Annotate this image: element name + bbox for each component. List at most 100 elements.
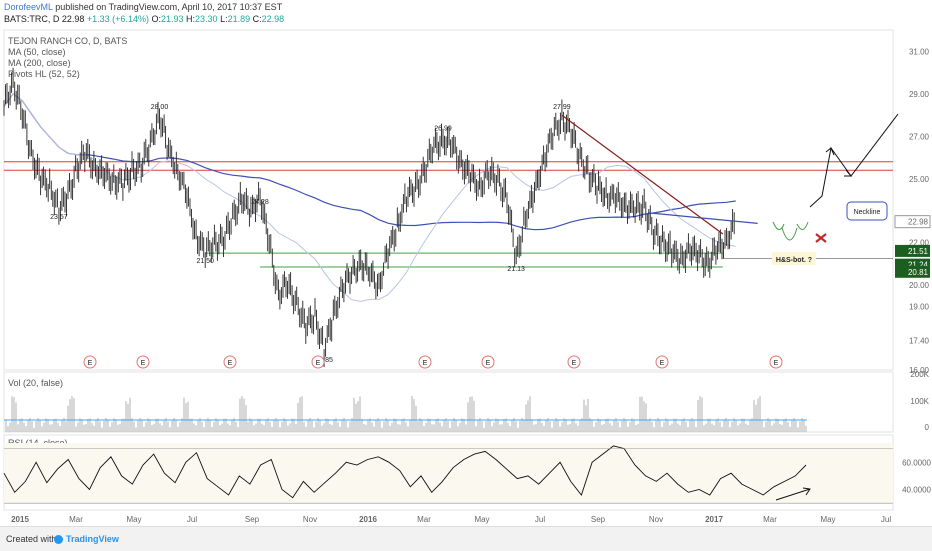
arrow-head [844, 169, 853, 177]
earnings-label: E [572, 360, 577, 367]
neckline-label: Neckline [854, 209, 881, 216]
high-value: 23.30 [195, 14, 218, 24]
price-tick: 22.00 [909, 239, 930, 248]
last-price-label: 22.98 [908, 218, 929, 227]
pivot-label: 21.13 [507, 266, 525, 273]
horizontal-levels [4, 161, 893, 268]
rsi-tick: 60.0000 [902, 458, 931, 467]
price-tick: 16.00 [909, 366, 930, 375]
pane-frames [3, 29, 894, 511]
time-tick: 2017 [705, 515, 723, 524]
last-price-tag [894, 215, 931, 229]
pivot-label: 24.28 [251, 199, 269, 206]
pivot-label: 27.99 [553, 104, 571, 111]
earnings-label: E [228, 360, 233, 367]
time-tick: Jul [535, 515, 545, 524]
time-tick: Jul [881, 515, 891, 524]
time-tick: Nov [303, 515, 317, 524]
pivots-legend[interactable]: Pivots HL (52, 52) [8, 69, 80, 79]
price-tick: 17.40 [909, 336, 930, 345]
time-tick: 2015 [11, 515, 29, 524]
ma200-legend[interactable]: MA (200, close) [8, 58, 71, 68]
earnings-icon [769, 355, 783, 369]
price-tick: 27.00 [909, 132, 930, 141]
quote-line: BATS:TRC, D 22.98 +1.33 (+6.14%) O:21.93… [4, 14, 284, 25]
pivot-label: 21.50 [196, 258, 214, 265]
pivot-label: 26.99 [434, 125, 452, 132]
price-tick: 19.00 [909, 302, 930, 311]
marker-label: 20.81 [908, 268, 929, 277]
earnings-label: E [774, 360, 779, 367]
earnings-label: E [88, 360, 93, 367]
change-value: +1.33 (+6.14%) [86, 14, 149, 24]
volume-tick: 100K [910, 397, 929, 406]
pivot-label: 28.00 [151, 104, 169, 111]
volume-tick: 0 [925, 423, 930, 432]
price-tick: 20.00 [909, 281, 930, 290]
price-chart[interactable]: Neckline H&S-bot. ? 23.57 28.00 21.50 24.28 1… [0, 0, 932, 526]
downtrend-line [561, 114, 724, 235]
earnings-label: E [486, 360, 491, 367]
earnings-icon [418, 355, 432, 369]
chart-title-legend[interactable]: TEJON RANCH CO, D, BATS [8, 36, 128, 46]
volume-tick: 200K [910, 370, 929, 379]
earnings-label: E [660, 360, 665, 367]
neckline-line [647, 212, 758, 224]
footer-bar: Created with TradingView [0, 526, 932, 551]
time-tick: Nov [649, 515, 663, 524]
marker-tag [895, 244, 930, 257]
time-tick: May [474, 515, 489, 524]
arrow-head [825, 147, 835, 156]
earnings-icon [223, 355, 237, 369]
neckline-box [846, 201, 888, 221]
rsi-series [3, 445, 893, 504]
symbol-label: BATS:TRC, D [4, 14, 60, 24]
time-tick: Mar [417, 515, 431, 524]
tradingview-icon [54, 535, 63, 545]
tradingview-brand: TradingView [66, 534, 119, 544]
ma50-legend[interactable]: MA (50, close) [8, 47, 66, 57]
author-link[interactable]: DorofeevML [4, 2, 53, 12]
low-value: 21.89 [227, 14, 251, 24]
earnings-icon [311, 355, 325, 369]
time-tick: Sep [591, 515, 606, 524]
published-text: published on TradingView.com, April 10, … [55, 2, 283, 12]
earnings-icon [655, 355, 669, 369]
pane-frame [3, 29, 894, 371]
tradingview-logo[interactable]: TradingView [54, 527, 119, 551]
closing-value: 22.98 [261, 14, 285, 24]
earnings-icon [136, 355, 150, 369]
close-value: 22.98 [61, 14, 85, 24]
marker-label: 21.24 [908, 261, 929, 270]
pivot-label: 23.57 [50, 214, 68, 221]
hs-shoulders [772, 221, 809, 241]
low-label: L: [220, 14, 228, 24]
marker-tag [895, 265, 930, 278]
volume-bars [4, 396, 807, 432]
time-tick: May [820, 515, 835, 524]
pattern-box [772, 252, 816, 265]
axes: 31.0029.0027.0025.0022.0021.0020.0019.00… [11, 47, 931, 524]
publish-header: DorofeevML published on TradingView.com,… [4, 2, 282, 13]
earnings-label: E [423, 360, 428, 367]
time-tick: Mar [69, 515, 83, 524]
pattern-label: H&S-bot. ? [776, 257, 812, 264]
invalidation-x-icon [815, 233, 827, 243]
open-value: 21.93 [160, 14, 184, 24]
chart-drawings: Neckline H&S-bot. ? [561, 113, 899, 265]
open-label: O: [151, 14, 161, 24]
time-tick: 2016 [359, 515, 377, 524]
ma200-line [3, 92, 736, 231]
price-tick: 31.00 [909, 47, 930, 56]
marker-label: 21.51 [908, 247, 929, 256]
time-tick: May [126, 515, 141, 524]
time-tick: Jul [187, 515, 197, 524]
rsi-divergence-arrow [775, 487, 811, 501]
created-with-text: Created with [6, 534, 57, 544]
volume-legend[interactable]: Vol (20, false) [8, 378, 64, 388]
price-tick: 29.00 [909, 90, 930, 99]
closing-label: C: [252, 14, 262, 24]
price-tick: 25.00 [909, 175, 930, 184]
high-label: H: [186, 14, 196, 24]
ma200-path [3, 92, 736, 231]
